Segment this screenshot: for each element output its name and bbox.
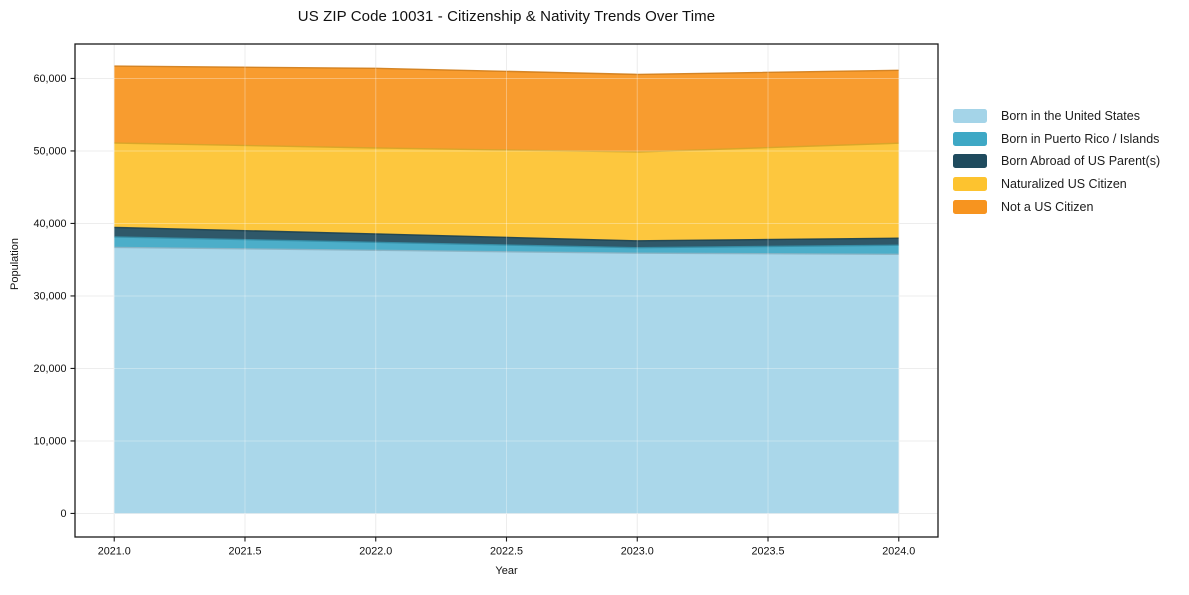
edge-born-in-puerto-rico-islands	[114, 236, 899, 249]
legend-item: Not a US Citizen	[953, 195, 1160, 218]
legend-swatch-icon	[953, 131, 987, 146]
area-not-a-us-citizen	[114, 66, 899, 152]
x-tick-label: 2023.0	[621, 546, 654, 558]
y-tick-label: 10,000	[33, 436, 66, 448]
legend-label: Born Abroad of US Parent(s)	[1001, 154, 1161, 169]
legend-swatch-icon	[953, 199, 987, 214]
legend-swatch-icon	[953, 109, 987, 124]
y-tick-label: 20,000	[33, 363, 66, 375]
legend-label: Naturalized US Citizen	[1001, 177, 1127, 192]
x-tick-label: 2022.0	[359, 546, 392, 558]
legend-label: Not a US Citizen	[1001, 199, 1094, 214]
legend-swatch-icon	[953, 154, 987, 169]
edge-born-abroad-of-us-parent-s	[114, 226, 899, 242]
axis-tick-labels: 2021.0 2021.5 2022.0 2022.5 2023.0 2023.5 2024…	[33, 73, 915, 557]
legend-swatch-icon	[953, 177, 987, 192]
legend-label: Born in Puerto Rico / Islands	[1001, 131, 1160, 146]
legend-label: Born in the United States	[1001, 109, 1140, 124]
x-tick-label: 2023.5	[751, 546, 784, 558]
chart-legend: Born in the United States Born in Puerto …	[953, 105, 1160, 218]
legend-item: Born Abroad of US Parent(s)	[953, 150, 1160, 173]
area-naturalized-us-citizen	[114, 143, 899, 241]
x-tick-label: 2021.5	[228, 546, 261, 558]
y-tick-label: 40,000	[33, 218, 66, 230]
x-axis-label: Year	[495, 565, 518, 577]
y-tick-label: 50,000	[33, 146, 66, 158]
edge-naturalized-us-citizen	[114, 142, 899, 153]
x-tick-label: 2024.0	[882, 546, 915, 558]
legend-item: Born in Puerto Rico / Islands	[953, 128, 1160, 151]
chart-title: US ZIP Code 10031 - Citizenship & Nativi…	[297, 8, 716, 25]
gridlines-over	[75, 44, 938, 537]
axis-ticks	[70, 77, 900, 542]
edge-not-a-us-citizen	[114, 65, 899, 76]
legend-item: Naturalized US Citizen	[953, 173, 1160, 196]
y-tick-label: 60,000	[33, 73, 66, 85]
edge-born-in-the-united-states	[114, 246, 899, 255]
x-tick-label: 2021.0	[98, 546, 131, 558]
x-tick-label: 2022.5	[490, 546, 523, 558]
y-tick-label: 30,000	[33, 291, 66, 303]
area-born-in-the-united-states	[114, 247, 899, 514]
y-tick-label: 0	[60, 508, 66, 520]
legend-item: Born in the United States	[953, 105, 1160, 128]
